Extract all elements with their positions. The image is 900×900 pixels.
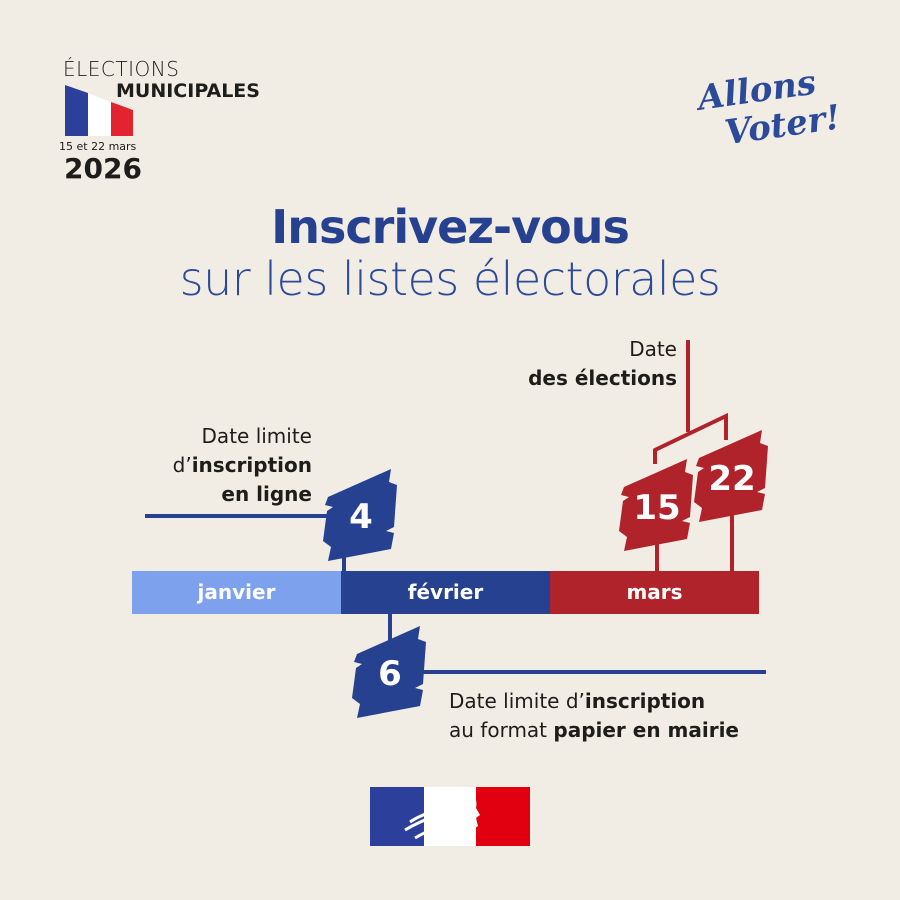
badge-day-4-number: 4 [349, 497, 373, 537]
paper-line2-prefix: au format [449, 718, 554, 742]
paper-deadline-label: Date limite d’inscription au format papi… [449, 687, 739, 745]
month-fevrier: février [341, 571, 550, 614]
badge-day-6-number: 6 [378, 654, 402, 694]
french-flag-icon [65, 85, 133, 136]
badge-day-22: 22 [694, 430, 768, 522]
paper-line1-bold: inscription [584, 689, 706, 713]
month-mars: mars [550, 571, 759, 614]
election-dates: 15 et 22 mars [59, 140, 137, 153]
paper-line1-prefix: Date limite d’ [449, 689, 585, 713]
badge-day-4: 4 [323, 469, 397, 561]
online-line1: Date limite [201, 424, 312, 448]
elections-date-label: Date des élections [528, 335, 677, 393]
elections-line2-bold: des élections [528, 366, 677, 390]
municipales-label: MUNICIPALES [116, 80, 260, 102]
paper-line2-bold: papier en mairie [553, 718, 739, 742]
election-year: 2026 [64, 152, 142, 185]
badge-day-22-number: 22 [708, 459, 755, 499]
elections-label: ÉLECTIONS [63, 57, 180, 81]
badge-day-15: 15 [619, 459, 693, 551]
marianne-logo [370, 787, 530, 846]
badge-day-15-number: 15 [633, 488, 680, 528]
page-subtitle: sur les listes électorales [179, 252, 721, 306]
online-line3-bold: en ligne [221, 482, 312, 506]
badge-day-6: 6 [352, 626, 426, 718]
online-line2-prefix: d’ [172, 453, 192, 477]
elections-line1: Date [629, 337, 677, 361]
online-line2-bold: inscription [191, 453, 312, 477]
month-janvier: janvier [132, 571, 341, 614]
online-deadline-label: Date limite d’inscription en ligne [173, 422, 312, 509]
page-title: Inscrivez-vous [271, 200, 630, 254]
